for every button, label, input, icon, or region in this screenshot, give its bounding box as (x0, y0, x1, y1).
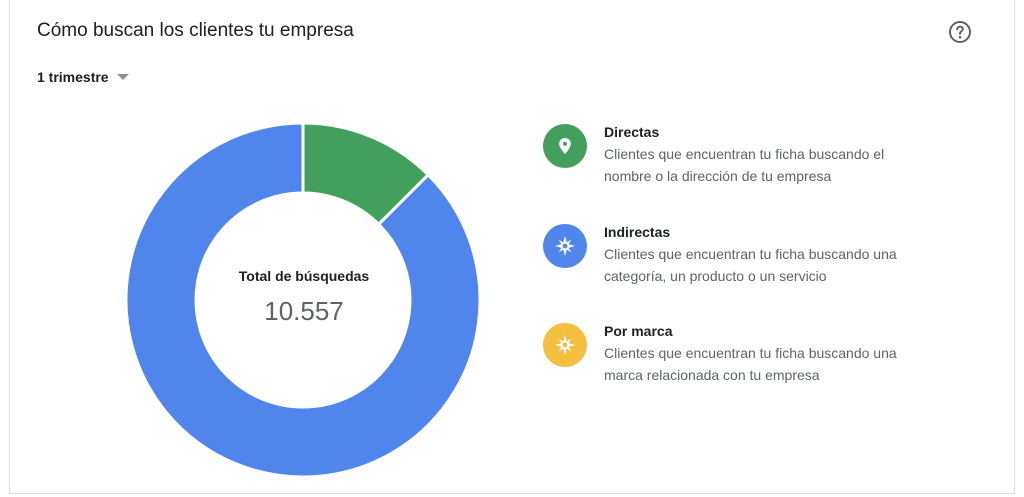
donut-slice-indirectas[interactable] (125, 122, 481, 478)
legend-title: Por marca (604, 323, 673, 339)
donut-center-label: Total de búsquedas (238, 268, 370, 284)
legend-description-line: categoría, un producto o un servicio (604, 268, 827, 284)
legend-description-line: nombre o la dirección de tu empresa (604, 168, 832, 184)
caret-down-icon (116, 74, 129, 80)
legend-description-line: Clientes que encuentran tu ficha buscand… (604, 345, 897, 361)
help-icon[interactable] (948, 20, 972, 44)
donut-center-value: 10.557 (264, 296, 344, 326)
compass-icon (543, 323, 587, 367)
searches-donut-chart (125, 122, 481, 478)
legend-title: Indirectas (604, 224, 671, 240)
legend-item-indirectas: Indirectas Clientes que encuentran tu fi… (543, 224, 944, 287)
search-insights-card: Cómo buscan los clientes tu empresa 1 tr… (9, 0, 1015, 494)
legend-item-por-marca: Por marca Clientes que encuentran tu fic… (543, 323, 944, 386)
legend-description-line: marca relacionada con tu empresa (604, 367, 820, 383)
card-title: Cómo buscan los clientes tu empresa (37, 20, 354, 41)
legend-description-line: Clientes que encuentran tu ficha buscand… (604, 146, 885, 162)
compass-icon (543, 224, 587, 268)
legend-item-directas: Directas Clientes que encuentran tu fich… (543, 124, 944, 187)
legend-description-line: Clientes que encuentran tu ficha buscand… (604, 246, 897, 262)
period-selected-value: 1 trimestre (37, 69, 109, 85)
location-pin-icon (543, 124, 587, 168)
period-dropdown[interactable]: 1 trimestre (37, 67, 129, 87)
legend-title: Directas (604, 124, 660, 140)
